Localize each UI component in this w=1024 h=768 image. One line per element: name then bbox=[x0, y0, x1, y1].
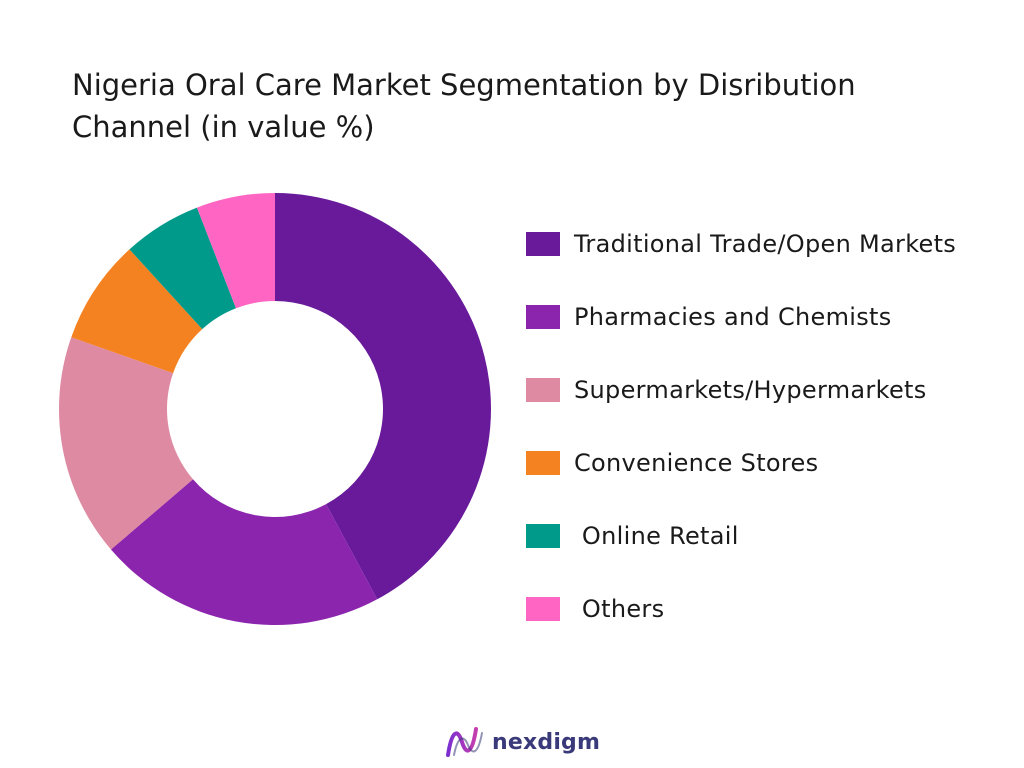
legend-label: Others bbox=[574, 594, 665, 623]
donut-slice-3 bbox=[58, 337, 193, 550]
legend-item: Convenience Stores bbox=[526, 426, 956, 499]
legend-label: Online Retail bbox=[574, 521, 739, 550]
legend-label: Convenience Stores bbox=[574, 448, 819, 477]
donut-slice-5 bbox=[129, 207, 236, 330]
donut-slice-4 bbox=[71, 249, 203, 374]
legend-item: Online Retail bbox=[526, 499, 956, 572]
donut-slice-2 bbox=[110, 479, 378, 625]
legend-item: Traditional Trade/Open Markets bbox=[526, 207, 956, 280]
legend-label: Pharmacies and Chemists bbox=[574, 302, 892, 331]
brand-logo: nexdigm bbox=[444, 722, 600, 762]
legend-item: Pharmacies and Chemists bbox=[526, 280, 956, 353]
donut-slice-1 bbox=[275, 193, 492, 600]
legend-item: Others bbox=[526, 572, 956, 645]
nexdigm-wave-icon bbox=[446, 727, 483, 757]
legend-swatch bbox=[526, 377, 560, 402]
donut-chart bbox=[58, 193, 492, 625]
legend-swatch bbox=[526, 304, 560, 329]
legend-label: Supermarkets/Hypermarkets bbox=[574, 375, 927, 404]
brand-name: nexdigm bbox=[492, 729, 601, 755]
legend-swatch bbox=[526, 450, 560, 475]
legend-swatch bbox=[526, 596, 560, 621]
chart-title: Nigeria Oral Care Market Segmentation by… bbox=[72, 68, 856, 144]
chart-legend: Traditional Trade/Open Markets Pharmacies… bbox=[526, 207, 956, 645]
legend-swatch bbox=[526, 523, 560, 548]
legend-swatch bbox=[526, 231, 560, 256]
legend-label: Traditional Trade/Open Markets bbox=[574, 229, 957, 258]
donut-slice-6 bbox=[196, 193, 275, 309]
legend-item: Supermarkets/Hypermarkets bbox=[526, 353, 956, 426]
